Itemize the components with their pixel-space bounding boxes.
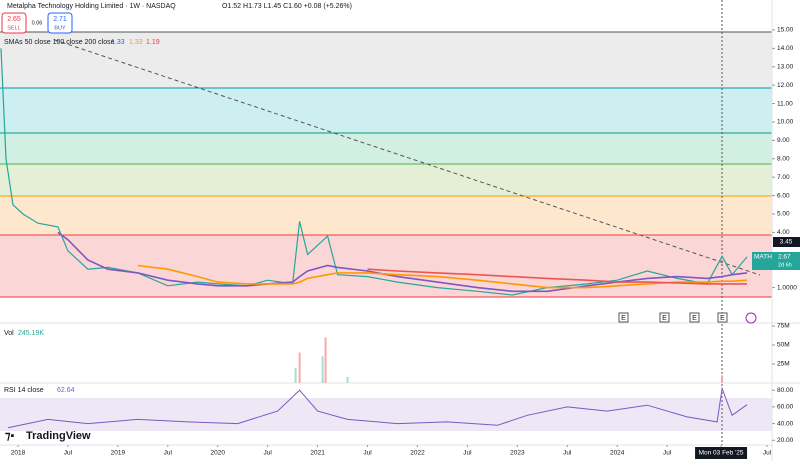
x-tick-label: Jul <box>563 450 572 457</box>
volume-bar <box>294 367 297 383</box>
tag <box>752 252 800 270</box>
x-tick-label: 2023 <box>510 450 525 457</box>
y-tick-label: 75M <box>777 323 790 330</box>
last-tag: 2.67 <box>778 254 791 261</box>
buy-button[interactable] <box>47 12 73 34</box>
events: E E E E <box>618 312 757 324</box>
event-box[interactable] <box>659 312 670 323</box>
event: E <box>692 315 697 322</box>
event-box[interactable] <box>717 312 728 323</box>
band <box>0 88 772 133</box>
brand-logo: ⁊▪ <box>5 430 14 442</box>
y-tick-label: 60.00 <box>777 404 794 411</box>
series-line <box>57 231 748 293</box>
volume-bar <box>324 337 327 383</box>
fib-lines <box>0 31 772 298</box>
band <box>0 235 772 297</box>
y-tick-label: 1.0000 <box>777 284 797 291</box>
x-tick-label: 2019 <box>111 450 126 457</box>
series-line <box>367 268 747 285</box>
y-tick-label: 11.00 <box>777 100 793 107</box>
y-tick-label: 50M <box>777 342 790 349</box>
y-tick-label: 9.00 <box>777 137 790 144</box>
x-tick-label: 2020 <box>210 450 225 457</box>
sma-value: 1.33 <box>129 39 143 46</box>
y-tick-label: 20.00 <box>777 437 794 444</box>
sma-value: 1.33 <box>111 39 125 46</box>
symbol-tag: MATH <box>754 254 772 261</box>
y-tick-label: 80.00 <box>777 387 794 394</box>
x-tick-label: Jul <box>463 450 472 457</box>
y-tick-label: 13.00 <box>777 63 794 70</box>
y-tick-label: 10.00 <box>777 119 794 126</box>
buy-label: BUY <box>54 25 66 31</box>
splits-icon[interactable] <box>745 312 757 324</box>
vol-legend: Vol <box>4 330 14 337</box>
volume-bar <box>298 352 301 383</box>
event: E <box>621 315 626 322</box>
volume-bar <box>721 375 724 383</box>
band <box>0 133 772 164</box>
x-tick-label: Jul <box>663 450 672 457</box>
y-tick-label: 5.00 <box>777 211 790 218</box>
high-tag: 3.45 <box>780 239 793 246</box>
y-tick-label: 40.00 <box>777 420 794 427</box>
rsi-line <box>7 386 748 429</box>
volume-bar <box>321 356 324 383</box>
y-tick-label: 4.00 <box>777 229 790 236</box>
spread: 0.06 <box>32 20 43 26</box>
tag <box>773 237 800 247</box>
x-tick-label: 2024 <box>610 450 625 457</box>
volume-bar <box>346 376 349 383</box>
y-tick-label: 14.00 <box>777 45 794 52</box>
x-tick-label: 2021 <box>310 450 325 457</box>
series-line <box>137 264 748 289</box>
vol-value: 245.19K <box>18 330 44 337</box>
brand: TradingView <box>26 430 91 442</box>
x-tick-label: Jul <box>164 450 173 457</box>
band <box>0 164 772 196</box>
event-box[interactable] <box>618 312 629 323</box>
y-tick-label: 6.00 <box>777 192 790 199</box>
x-tick-label: Jul <box>263 450 272 457</box>
x-tick-label: Jul <box>363 450 372 457</box>
band <box>0 196 772 235</box>
sell-button[interactable] <box>1 12 27 34</box>
x-tick-label: 2022 <box>410 450 425 457</box>
y-tick-label: 25M <box>777 361 790 368</box>
series-line <box>0 48 748 296</box>
x-tick-label: Mon 03 Feb '25 <box>699 450 744 457</box>
rsi-band <box>0 398 772 431</box>
sma-legend: SMAs 50 close 100 close 200 close <box>4 39 115 46</box>
event: E <box>662 315 667 322</box>
x-tick-label: Jul <box>763 450 772 457</box>
countdown: 2d 6h <box>778 262 792 268</box>
band <box>0 32 772 88</box>
chart-title: Metalpha Technology Holding Limited · 1W… <box>7 3 176 10</box>
sma-value: 1.19 <box>146 39 160 46</box>
ohlc: O1.52 H1.73 L1.45 C1.60 +0.08 (+5.26%) <box>222 3 352 10</box>
rsi-legend: RSI 14 close <box>4 387 44 394</box>
event: E <box>720 315 725 322</box>
buy-price: 2.71 <box>53 16 67 23</box>
trendline <box>54 39 761 276</box>
sell-price: 2.65 <box>7 16 21 23</box>
sell-label: SELL <box>7 25 20 31</box>
y-tick-label: 7.00 <box>777 174 790 181</box>
x-highlight <box>695 447 748 459</box>
x-tick-label: Jul <box>64 450 73 457</box>
y-tick-label: 8.00 <box>777 155 790 162</box>
y-tick-label: 15.00 <box>777 27 794 34</box>
y-tick-label: 12.00 <box>777 82 794 89</box>
event-box[interactable] <box>689 312 700 323</box>
x-tick-label: 2018 <box>11 450 26 457</box>
rsi-value: 62.64 <box>57 387 75 394</box>
